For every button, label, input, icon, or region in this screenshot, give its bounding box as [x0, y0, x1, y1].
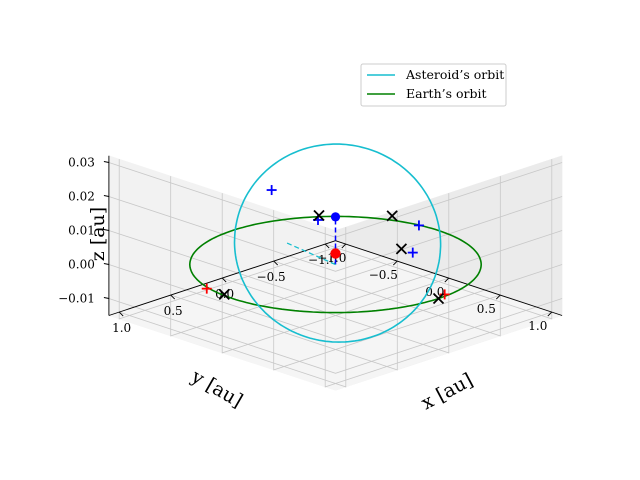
y-gridline [325, 159, 553, 320]
x-marker-b [218, 288, 230, 301]
z-tick-label: 0.03 [68, 156, 95, 170]
y-tick [118, 311, 124, 317]
y-tick-label: −1.0 [308, 253, 337, 267]
blue-plus-marker [266, 185, 277, 196]
x-marker-b [395, 243, 408, 255]
legend-label-asteroid: Asteroid’s orbit [405, 67, 504, 82]
blue-plus-marker [413, 220, 424, 231]
x-gridline [324, 227, 552, 388]
x-gridline [118, 159, 346, 320]
x-gridline [221, 193, 449, 354]
x-tick-label: 1.0 [528, 319, 547, 333]
z-tick [103, 229, 109, 231]
sun-asteroid-connector [286, 242, 336, 266]
z-axis-label: z [au] [87, 207, 109, 261]
y-gridline [119, 227, 347, 388]
z-gridline [108, 298, 563, 374]
z-tick [103, 297, 109, 299]
x-tick-label: −0.5 [369, 268, 398, 282]
blue-plus-marker [407, 247, 418, 258]
y-gridline [273, 176, 501, 337]
asteroid-orbit-line [233, 143, 442, 343]
z-tick-label: −0.01 [58, 292, 95, 306]
x-tick [444, 277, 450, 283]
y-tick-label: 1.0 [112, 321, 131, 335]
x-marker [313, 209, 325, 222]
x-marker [218, 288, 230, 301]
x-marker-b [386, 210, 398, 222]
y-tick [324, 243, 330, 249]
x-tick-label: 0.5 [477, 302, 496, 316]
earth-orbit-line [188, 215, 483, 314]
legend-box [360, 63, 507, 107]
legend-label-earth: Earth’s orbit [406, 86, 487, 101]
y-gridline [170, 210, 398, 371]
x-marker-b [432, 292, 445, 305]
z-gridline [108, 264, 563, 340]
z-tick [103, 195, 109, 197]
red-plus-marker [201, 283, 212, 294]
x-marker-b [313, 209, 325, 222]
y-tick [273, 260, 279, 266]
z-tick [103, 263, 109, 265]
legend: Asteroid’s orbit Earth’s orbit [360, 63, 507, 107]
z-tick-label: 0.02 [68, 190, 95, 204]
x-axis-label: x [au] [418, 369, 477, 414]
x-tick [547, 311, 553, 317]
x-tick [341, 243, 347, 249]
x-marker [432, 292, 445, 305]
x-tick [495, 294, 501, 300]
earth-marker [330, 212, 341, 222]
z-tick-label: 0.01 [68, 224, 95, 238]
y-gridline [222, 193, 450, 354]
y-axis-label: y [au] [187, 365, 247, 412]
x-marker [395, 243, 408, 255]
y-tick-label: −0.5 [257, 270, 286, 284]
x-tick [392, 260, 398, 266]
x-gridline [170, 176, 398, 337]
z-tick [103, 161, 109, 163]
z-gridline [108, 230, 563, 306]
y-tick [170, 294, 176, 300]
x-marker [386, 210, 398, 222]
z-gridline [108, 196, 563, 272]
x-gridline [273, 210, 501, 371]
sun-marker [330, 248, 341, 259]
y-tick-label: 0.5 [164, 304, 183, 318]
z-tick-label: 0.00 [68, 258, 95, 272]
y-tick [221, 277, 227, 283]
